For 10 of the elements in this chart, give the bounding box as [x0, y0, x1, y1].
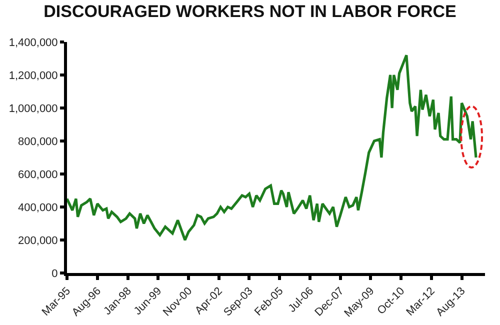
y-tick-label: 1,200,000 — [8, 70, 58, 82]
y-tick-label: 1,000,000 — [8, 102, 58, 115]
y-tick-label: 400,000 — [18, 202, 58, 214]
y-tick-label: 1,400,000 — [8, 36, 58, 49]
y-tick-label: 0 — [52, 268, 58, 280]
chart-title: DISCOURAGED WORKERS NOT IN LABOR FORCE — [44, 2, 456, 21]
y-tick-label: 600,000 — [18, 168, 58, 181]
y-tick-label: 800,000 — [18, 136, 58, 148]
line-series — [67, 54, 478, 242]
y-tick-label: 200,000 — [18, 234, 58, 247]
